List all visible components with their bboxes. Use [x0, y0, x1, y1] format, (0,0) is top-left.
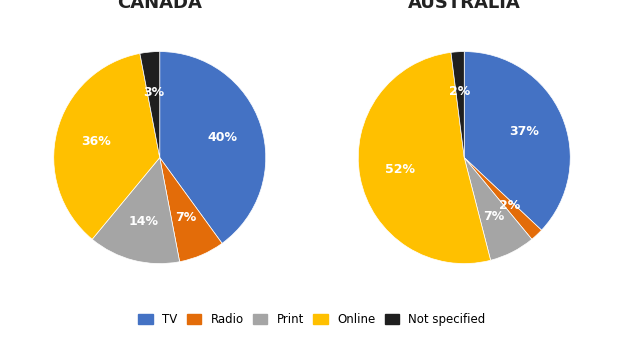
Wedge shape [140, 52, 160, 158]
Wedge shape [92, 158, 180, 264]
Wedge shape [464, 158, 542, 239]
Text: 7%: 7% [484, 210, 505, 223]
Text: 40%: 40% [207, 131, 237, 144]
Text: 2%: 2% [499, 199, 520, 212]
Text: 37%: 37% [510, 125, 540, 138]
Text: 36%: 36% [81, 135, 111, 148]
Title: AUSTRALIA: AUSTRALIA [408, 0, 520, 13]
Text: 52%: 52% [384, 163, 415, 176]
Title: CANADA: CANADA [117, 0, 202, 13]
Wedge shape [160, 158, 222, 262]
Text: 7%: 7% [175, 212, 197, 224]
Wedge shape [464, 158, 532, 260]
Text: 3%: 3% [143, 86, 164, 99]
Wedge shape [54, 54, 160, 239]
Wedge shape [358, 53, 490, 264]
Wedge shape [451, 52, 464, 158]
Wedge shape [464, 52, 570, 230]
Legend: TV, Radio, Print, Online, Not specified: TV, Radio, Print, Online, Not specified [135, 310, 489, 330]
Text: 2%: 2% [449, 85, 470, 99]
Text: 14%: 14% [129, 215, 158, 228]
Wedge shape [160, 52, 266, 243]
